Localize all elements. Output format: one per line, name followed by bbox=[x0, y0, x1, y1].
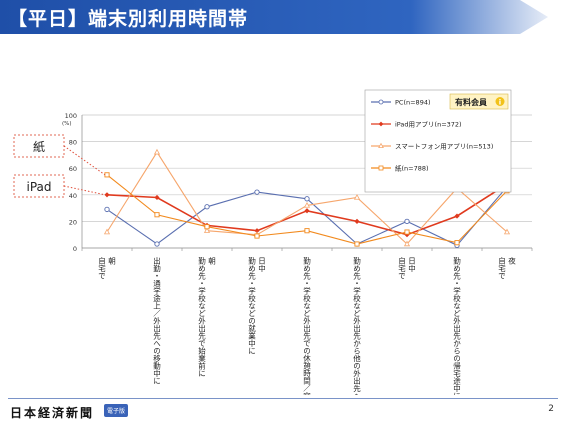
data-point bbox=[354, 241, 360, 247]
info-icon bbox=[495, 97, 505, 106]
legend-marker bbox=[378, 165, 384, 171]
data-point bbox=[153, 148, 161, 155]
footer-divider bbox=[8, 398, 558, 399]
legend-label: 紙(n=788) bbox=[395, 164, 429, 173]
callout-paper-label: 紙 bbox=[33, 139, 45, 154]
x-tick-label: 勤め先・学校など外出先での休憩時間／空いた時間に bbox=[302, 256, 311, 395]
data-point bbox=[104, 206, 110, 213]
paid-member-badge bbox=[449, 93, 509, 110]
y-tick-label: 80 bbox=[69, 139, 77, 147]
footer-badge: 電子版 bbox=[104, 404, 129, 417]
info-icon-glyph: i bbox=[499, 99, 501, 107]
data-point bbox=[304, 208, 310, 214]
x-tick-label: 勤め先・学校などの就業中に bbox=[247, 256, 256, 355]
legend-marker bbox=[378, 99, 384, 105]
data-point bbox=[404, 218, 410, 225]
page-number: 2 bbox=[548, 404, 554, 414]
page-title: 【平日】端末別利用時間帯 bbox=[8, 8, 249, 30]
title-banner-shape bbox=[0, 0, 548, 34]
data-point bbox=[404, 229, 410, 235]
y-axis-unit: (%) bbox=[62, 121, 72, 127]
legend-label: PC(n=894) bbox=[395, 99, 431, 107]
legend-label: iPad用アプリ(n=372) bbox=[395, 121, 462, 129]
data-point bbox=[154, 241, 160, 247]
x-tick-label: 勤め先・学校など外出先からの帰宅途中に bbox=[452, 256, 461, 395]
data-point bbox=[154, 194, 160, 201]
x-tick-label: 自宅で bbox=[397, 256, 406, 280]
data-point bbox=[454, 240, 460, 246]
data-point bbox=[104, 192, 110, 198]
data-point bbox=[154, 212, 160, 218]
data-point bbox=[354, 218, 360, 224]
data-point bbox=[403, 240, 411, 247]
y-tick-label: 0 bbox=[73, 245, 77, 253]
x-tick-label: 自宅で bbox=[497, 256, 506, 280]
data-point bbox=[304, 196, 310, 202]
data-point bbox=[304, 228, 310, 234]
y-tick-label: 20 bbox=[69, 218, 77, 226]
data-point bbox=[353, 194, 361, 200]
data-point bbox=[104, 172, 110, 178]
data-point bbox=[303, 202, 311, 208]
title-bar: 【平日】端末別利用時間帯 bbox=[0, 0, 566, 34]
paid-member-badge-label: 有料会員 bbox=[455, 97, 487, 107]
x-tick-label: 勤め先・学校など外出先で始業前に bbox=[197, 256, 206, 377]
x-tick-label: 日中 bbox=[408, 257, 417, 274]
x-tick-label: 夜 bbox=[507, 256, 516, 266]
x-tick-label: 朝 bbox=[108, 257, 117, 266]
x-tick-label: 自宅で bbox=[97, 256, 106, 280]
x-tick-label: 勤め先・学校など外出先から他の外出先への移動中に bbox=[352, 256, 361, 395]
footer-logo: 日本経済新聞 bbox=[10, 406, 95, 420]
x-tick-label: 出勤・通学途上／外出先への移動中に bbox=[152, 256, 161, 385]
data-point bbox=[204, 224, 210, 230]
data-point bbox=[203, 227, 211, 233]
y-tick-label: 40 bbox=[69, 192, 77, 200]
callout-ipad-label: iPad bbox=[26, 180, 51, 194]
legend-marker bbox=[378, 142, 384, 148]
y-tick-label: 100 bbox=[65, 112, 77, 120]
x-tick-label: 日中 bbox=[258, 257, 267, 274]
series-line bbox=[106, 186, 508, 246]
data-point bbox=[454, 213, 460, 219]
data-point bbox=[254, 228, 260, 234]
data-point bbox=[254, 233, 260, 239]
y-tick-label: 60 bbox=[69, 165, 77, 173]
callout-paper-leader bbox=[63, 145, 106, 176]
x-tick-label: 朝 bbox=[208, 257, 217, 266]
data-point bbox=[503, 228, 511, 235]
data-point bbox=[103, 228, 111, 235]
legend-label: スマートフォン用アプリ(n=513) bbox=[395, 143, 493, 151]
data-point bbox=[254, 189, 260, 195]
legend-marker bbox=[378, 121, 384, 127]
data-point bbox=[204, 204, 210, 210]
